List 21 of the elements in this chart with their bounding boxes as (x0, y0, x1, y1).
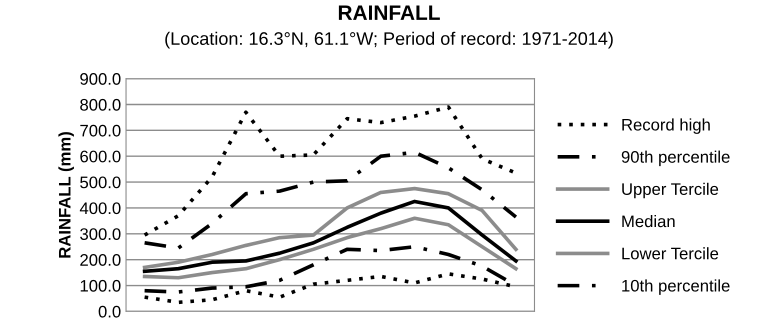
y-tick-label: 900.0 (80, 73, 121, 85)
y-axis-title: RAINFALL (mm) (58, 132, 74, 258)
legend-label: Record high (622, 118, 710, 134)
legend-label: Median (622, 214, 675, 228)
y-tick-label: 200.0 (80, 254, 121, 266)
legend-label: 90th percentile (622, 150, 730, 166)
chart-title: RAINFALL (338, 6, 440, 20)
legend-label: Upper Tercile (622, 182, 718, 198)
y-tick-label: 500.0 (80, 176, 121, 188)
y-tick-label: 400.0 (80, 202, 121, 214)
y-tick-label: 800.0 (80, 98, 121, 111)
y-tick-label: 700.0 (80, 124, 121, 137)
legend-label: 10th percentile (622, 279, 730, 295)
y-tick-label: 100.0 (80, 280, 121, 292)
line-series (142, 150, 518, 250)
legend-label: Lower Tercile (622, 247, 718, 260)
y-tick-label: 0.0 (98, 306, 121, 318)
chart-subtitle: (Location: 16.3°N, 61.1°W; Period of record: 1971-2014) (165, 32, 613, 49)
y-tick-label: 300.0 (80, 228, 121, 240)
line-series (142, 200, 518, 274)
y-tick-label: 600.0 (80, 150, 121, 162)
